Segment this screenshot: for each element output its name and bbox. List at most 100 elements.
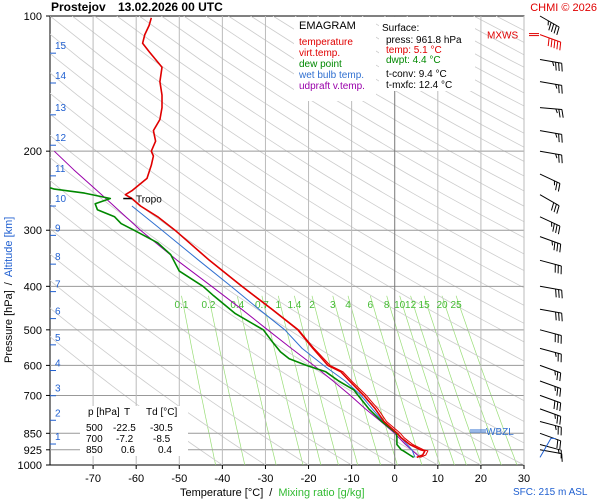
x-tick-label: -70 [85, 473, 101, 485]
mxws-label: MXWS [487, 31, 518, 42]
mixing-ratio-label: 4 [345, 300, 351, 311]
altitude-label: 13 [55, 103, 67, 114]
wind-barb-feather [561, 313, 563, 322]
wind-barbs [539, 15, 564, 462]
dry-adiabat [50, 52, 524, 362]
surface-pressure: press: 961.8 hPa [386, 35, 462, 46]
altitude-label: 10 [55, 194, 67, 205]
legend-updraft-vtemp: udpraft v.temp. [299, 81, 365, 92]
table-cell: 700 [86, 434, 103, 445]
wind-barb-staff [539, 285, 562, 291]
x-tick-label: -40 [214, 473, 230, 485]
altitude-label: 15 [55, 41, 67, 52]
wind-barb-feather [552, 223, 555, 232]
wind-barb [539, 216, 561, 235]
grid-lines [50, 16, 525, 465]
legend: temperature virt.temp. dew point wet bul… [298, 37, 365, 92]
mixing-ratio-label: 15 [419, 300, 431, 311]
wind-barb-feather [556, 401, 559, 411]
x-tick-label: -60 [128, 473, 144, 485]
wind-barb-feather [559, 42, 562, 51]
x-tick-label: 10 [432, 473, 444, 485]
altitude-label: 14 [55, 71, 67, 82]
dry-adiabat [94, 16, 524, 289]
y-tick-label: 400 [24, 281, 42, 293]
wind-barb-feather [561, 63, 563, 72]
sounding-series [50, 17, 429, 459]
dry-adiabat [205, 16, 524, 207]
wind-barb [539, 308, 563, 322]
wind-barb-staff [539, 150, 562, 156]
wind-barb-staff [539, 347, 562, 355]
y-tick-label: 500 [24, 325, 42, 337]
levels-table-box [80, 406, 188, 456]
dry-adiabat [161, 16, 524, 239]
wind-barb-feather [553, 241, 556, 251]
dry-adiabat [50, 92, 524, 402]
x-tick-label: -50 [171, 473, 187, 485]
wind-barb-staff [539, 34, 561, 43]
x-tick-label: -10 [344, 473, 360, 485]
wind-barb [539, 394, 562, 412]
surface-title: Surface: [382, 23, 419, 34]
wind-barb-staff [539, 380, 561, 389]
x-tick-label: -20 [301, 473, 317, 485]
wind-barb-staff [539, 107, 562, 110]
table-header-td: Td [°C] [146, 407, 177, 418]
y-tick-label: 200 [24, 146, 42, 158]
wind-barb [539, 347, 562, 363]
wind-barb-feather [561, 109, 564, 118]
surface-tconv: t-conv: 9.4 °C [386, 69, 447, 80]
wind-barb-feather [556, 243, 559, 252]
credit-text: CHMI © 2026 [530, 2, 597, 14]
wind-barb-feather [552, 61, 555, 67]
levels-table: p [hPa] T Td [°C] 500 -22.5 -30.5 700 -7… [86, 407, 177, 456]
wind-barb-feather [554, 386, 556, 391]
wind-barb-staff [539, 408, 561, 417]
wind-barb-feather [553, 25, 557, 34]
wind-barb-staff [539, 259, 562, 267]
wind-barb-feather [559, 440, 562, 450]
wind-barb-feather [557, 183, 561, 192]
wind-barb-feather [555, 133, 558, 138]
table-cell: 0.4 [158, 445, 172, 456]
wind-barb-staff [539, 194, 560, 207]
wind-barb-feather [555, 182, 558, 191]
wind-barb [539, 34, 562, 51]
wind-barb-feather [559, 388, 562, 397]
y-tick-label: 1000 [18, 460, 42, 472]
wind-barb-staff [539, 364, 561, 374]
legend-temperature: temperature [299, 37, 353, 48]
sounding-datetime: 13.02.2026 00 UTC [118, 0, 223, 14]
wind-barb-feather [561, 134, 563, 143]
y-tick-label: 600 [24, 360, 42, 372]
wind-barb-feather [556, 41, 559, 50]
mixing-ratio-line [441, 295, 502, 465]
wind-barb-feather [555, 312, 557, 321]
x-axis-title: Temperature [°C] / Mixing ratio [g/kg] [180, 487, 365, 499]
wind-barb-feather [553, 204, 557, 213]
wind-barb-staff [539, 438, 552, 458]
mixing-ratio-label: 8 [384, 300, 390, 311]
altitude-label: 2 [55, 408, 61, 419]
series-temperature [124, 17, 426, 459]
table-cell: -30.5 [150, 423, 173, 434]
station-name: Prostejov [51, 0, 106, 14]
altitude-label: 4 [55, 359, 61, 370]
wind-barb-staff [539, 15, 560, 28]
series-dew-point [50, 186, 415, 459]
y-tick-label: 300 [24, 225, 42, 237]
mixing-ratio-label: 2 [309, 300, 315, 311]
wind-barb-feather [548, 22, 552, 31]
wind-barb-feather [561, 290, 563, 299]
wind-barb-feather [556, 205, 560, 214]
wind-barb-staff [539, 329, 562, 336]
dry-adiabat [50, 113, 524, 422]
wind-barb [539, 59, 563, 72]
wind-barb-feather [558, 133, 560, 143]
wind-barb [539, 150, 563, 164]
wind-barb-feather [555, 153, 558, 159]
table-header-p: p [hPa] [88, 407, 120, 418]
